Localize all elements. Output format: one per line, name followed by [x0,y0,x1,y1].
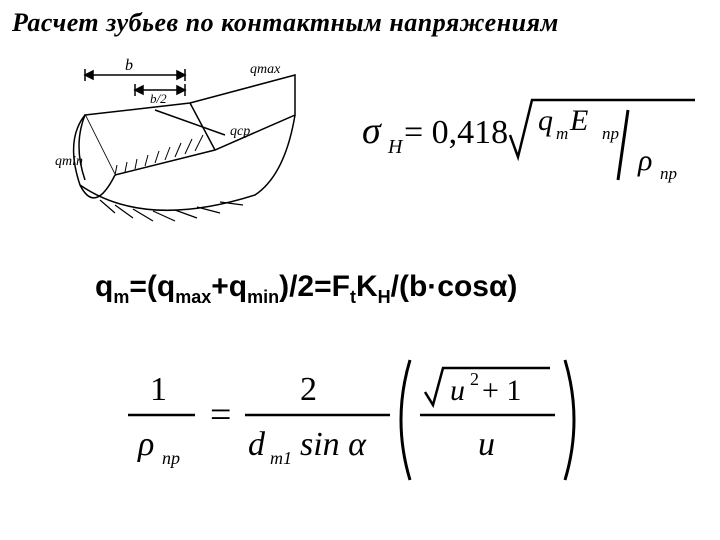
formula-sigma-h: σ H = 0,418 q m E пр ρ пр [360,85,700,195]
svg-text:u: u [478,426,495,463]
label-qmax: qmax [250,62,281,77]
svg-text:sin α: sin α [300,426,367,463]
svg-text:1: 1 [150,371,167,408]
formula-curvature: 1 ρ пр = 2 d m1 sin α u 2 + 1 u [120,350,620,500]
svg-text:пр: пр [162,448,180,468]
label-qcp: qср [230,124,250,139]
svg-text:= 0,418: = 0,418 [404,114,508,151]
svg-text:ρ: ρ [637,144,652,177]
svg-text:пр: пр [660,164,677,183]
page-title: Расчет зубьев по контактным напряжениям [12,8,708,38]
svg-text:+ 1: + 1 [482,374,521,407]
formula-qm: qm=(qmax+qmin)/2=FtKH/(b·cosα) [95,270,517,308]
svg-text:q: q [538,104,553,137]
svg-text:E: E [569,104,588,137]
label-b: b [125,57,133,74]
svg-text:ρ: ρ [137,426,154,463]
svg-text:u: u [450,374,465,407]
svg-text:=: = [210,394,231,436]
svg-text:2: 2 [470,369,479,389]
svg-text:σ: σ [362,110,382,152]
label-qmin: qmin [55,154,83,169]
svg-text:m1: m1 [270,448,292,468]
gear-tooth-diagram: b b/2 qmax qср qmin [55,55,315,245]
svg-text:m: m [556,124,568,143]
label-b2: b/2 [150,91,167,106]
svg-text:2: 2 [300,371,317,408]
svg-text:пр: пр [602,124,619,143]
svg-text:d: d [248,426,266,463]
svg-text:H: H [387,136,404,158]
